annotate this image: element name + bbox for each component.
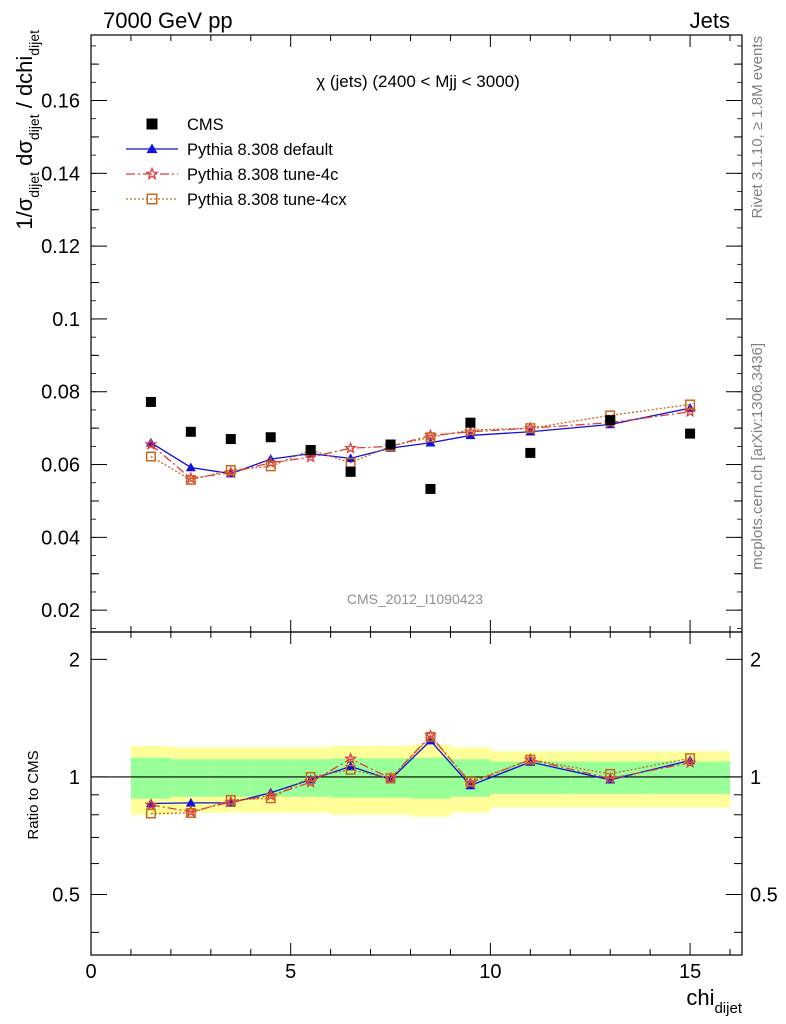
ratio-tick-label-left: 2 — [69, 649, 80, 671]
ratio-tick-label-left: 1 — [69, 767, 80, 789]
ratio-y-axis-label: Ratio to CMS — [25, 750, 42, 839]
series-point — [425, 432, 436, 443]
x-tick-label: 5 — [285, 961, 296, 983]
data-point — [345, 466, 356, 477]
ratio-band-green — [210, 759, 251, 797]
ratio-panel — [91, 728, 742, 819]
series-point — [225, 465, 236, 476]
series-point — [685, 399, 696, 410]
ratio-point — [345, 764, 356, 775]
ratio-point — [145, 808, 156, 819]
ratio-band-green — [410, 757, 451, 799]
data-point — [525, 447, 536, 458]
legend-label: Pythia 8.308 default — [187, 141, 333, 159]
ratio-series-line — [150, 734, 691, 813]
ratio-point — [185, 797, 196, 807]
data-point — [465, 417, 476, 428]
rivet-label: Rivet 3.1.10, ≥ 1.8M events — [749, 36, 766, 219]
series-point — [185, 474, 196, 485]
header-left-text: 7000 GeV pp — [103, 8, 233, 33]
series-point — [145, 451, 156, 462]
series-point — [344, 441, 358, 454]
chart-title: χ (jets) (2400 < Mjj < 3000) — [316, 72, 520, 91]
series-point — [264, 455, 278, 469]
ratio-point — [265, 793, 276, 804]
x-tick-label: 10 — [479, 961, 501, 983]
ratio-series-line — [150, 735, 691, 815]
x-tick-label: 0 — [85, 961, 96, 983]
ratio-point — [605, 768, 616, 779]
data-point — [145, 396, 156, 407]
ratio-point — [525, 754, 536, 765]
ratio-point — [185, 807, 196, 818]
y-tick-label: 0.04 — [41, 527, 80, 549]
ratio-tick-label-right: 1 — [750, 767, 761, 789]
legend-marker — [145, 166, 159, 180]
series-point — [265, 461, 276, 472]
ratio-tick-label-right: 2 — [750, 649, 761, 671]
mcplots-label: mcplots.cern.ch [arXiv:1306.3436] — [749, 343, 766, 570]
data-point — [685, 428, 696, 439]
data-point — [185, 426, 196, 437]
legend-marker — [146, 193, 158, 205]
ratio-band-green — [490, 761, 571, 794]
series-line — [150, 411, 691, 480]
ratio-point — [385, 773, 396, 784]
axes: 0 5 10 15 0.02 0.04 0.06 0.08 0.1 0.12 0.14 0.16 0.5… — [41, 34, 778, 983]
data-point — [385, 439, 396, 450]
header-right-text: Jets — [690, 8, 730, 33]
legend-label: CMS — [187, 116, 224, 134]
y-axis-label: 1/σdijet dσdijet / dchidijet — [12, 30, 42, 230]
series-point — [144, 437, 158, 451]
ratio-point — [144, 797, 158, 811]
ratio-point — [225, 794, 236, 805]
legend-label: Pythia 8.308 tune-4c — [187, 166, 338, 184]
ratio-band-green — [130, 757, 171, 799]
watermark: CMS_2012_I1090423 — [347, 591, 483, 607]
y-tick-label: 0.1 — [52, 309, 80, 331]
data-point — [305, 444, 316, 455]
data-point — [225, 434, 236, 445]
series-point — [683, 404, 697, 418]
series-point — [185, 462, 196, 472]
ratio-point — [685, 753, 696, 764]
series-point — [525, 423, 536, 434]
legend: CMS Pythia 8.308 default Pythia 8.308 tune… — [126, 116, 347, 209]
y-tick-label: 0.14 — [41, 163, 80, 185]
legend-label: Pythia 8.308 tune-4cx — [187, 191, 347, 209]
y-tick-label: 0.08 — [41, 382, 80, 404]
series-line — [150, 403, 691, 481]
ratio-point — [344, 752, 358, 765]
y-tick-label: 0.12 — [41, 236, 80, 258]
y-tick-label: 0.06 — [41, 455, 80, 477]
ratio-point — [425, 735, 436, 745]
legend-marker — [146, 143, 158, 154]
x-tick-label: 15 — [679, 961, 701, 983]
series-point — [525, 426, 536, 436]
y-tick-label: 0.02 — [41, 600, 80, 622]
ratio-series-line — [150, 739, 691, 805]
series-line — [150, 407, 691, 475]
data-point — [265, 432, 276, 443]
ratio-point — [465, 776, 476, 787]
legend-marker — [146, 118, 158, 130]
x-axis-label: chidijet — [686, 985, 742, 1017]
ratio-point — [305, 771, 316, 782]
ratio-tick-label-right: 0.5 — [750, 885, 778, 907]
y-tick-label: 0.16 — [41, 91, 80, 113]
data-point — [605, 415, 616, 426]
series-point — [304, 450, 318, 463]
data-point — [425, 483, 436, 494]
ratio-tick-label-left: 0.5 — [52, 885, 80, 907]
ratio-point — [425, 731, 436, 742]
ratio-frame — [90, 631, 743, 956]
main-panel — [144, 396, 697, 494]
ratio-band-green — [170, 759, 211, 797]
ratio-band-green — [650, 761, 731, 794]
